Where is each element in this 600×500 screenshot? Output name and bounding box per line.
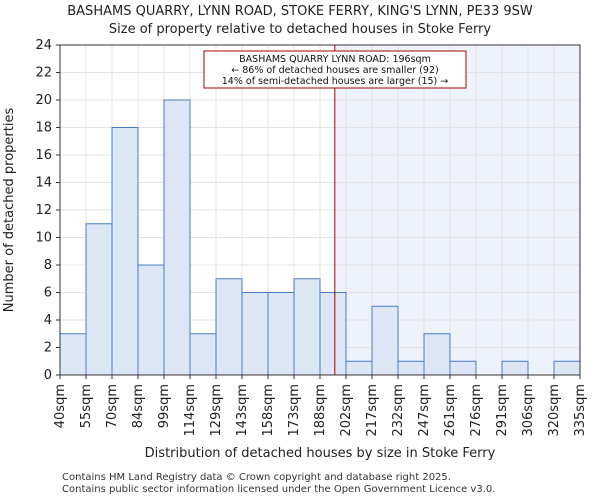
x-tick-label: 306sqm xyxy=(521,384,536,437)
x-tick-label: 291sqm xyxy=(495,384,510,437)
x-tick-label: 55sqm xyxy=(79,384,94,428)
x-tick-label: 247sqm xyxy=(417,384,432,437)
x-tick-label: 276sqm xyxy=(469,384,484,437)
y-tick-label: 0 xyxy=(44,368,52,383)
bar xyxy=(215,278,243,376)
y-tick-label: 18 xyxy=(35,121,52,136)
x-axis-label: Distribution of detached houses by size … xyxy=(145,446,496,461)
y-axis-label: Number of detached properties xyxy=(2,108,17,313)
x-tick-label: 335sqm xyxy=(573,384,588,437)
chart-subtitle: Size of property relative to detached ho… xyxy=(108,22,492,37)
x-tick-label: 232sqm xyxy=(391,384,406,437)
footer-line-2: Contains public sector information licen… xyxy=(62,484,496,495)
y-tick-label: 12 xyxy=(35,203,52,218)
bar xyxy=(345,360,373,376)
x-tick-label: 320sqm xyxy=(547,384,562,437)
bar xyxy=(371,305,399,376)
x-tick-label: 114sqm xyxy=(183,384,198,437)
annotation-line-1: BASHAMS QUARRY LYNN ROAD: 196sqm xyxy=(239,54,431,65)
annotation-line-3: 14% of semi-detached houses are larger (… xyxy=(222,76,449,87)
footer-line-1: Contains HM Land Registry data © Crown c… xyxy=(62,472,451,483)
y-tick-label: 22 xyxy=(35,66,52,81)
x-tick-label: 202sqm xyxy=(339,384,354,437)
bar xyxy=(553,360,581,376)
bar xyxy=(397,360,425,376)
y-tick-label: 10 xyxy=(35,231,52,246)
bar xyxy=(423,333,451,376)
bar xyxy=(449,360,477,376)
bar xyxy=(267,292,295,376)
bar xyxy=(163,99,191,376)
y-tick-label: 8 xyxy=(44,258,52,273)
x-tick-label: 158sqm xyxy=(261,384,276,437)
x-tick-label: 143sqm xyxy=(235,384,250,437)
y-tick-label: 16 xyxy=(35,148,52,163)
bar xyxy=(501,360,529,376)
annotation-line-2: ← 86% of detached houses are smaller (92… xyxy=(231,65,438,76)
x-tick-label: 99sqm xyxy=(157,384,172,428)
bar xyxy=(111,127,139,376)
bar xyxy=(85,223,113,376)
x-tick-label: 84sqm xyxy=(131,384,146,428)
y-tick-label: 24 xyxy=(35,38,52,53)
x-tick-label: 129sqm xyxy=(209,384,224,437)
bar xyxy=(59,333,87,376)
y-tick-label: 4 xyxy=(44,313,52,328)
y-tick-label: 2 xyxy=(44,341,52,356)
y-tick-label: 20 xyxy=(35,93,52,108)
bar xyxy=(189,333,217,376)
bar xyxy=(241,292,269,376)
x-tick-label: 188sqm xyxy=(313,384,328,437)
x-tick-label: 261sqm xyxy=(443,384,458,437)
chart-title: BASHAMS QUARRY, LYNN ROAD, STOKE FERRY, … xyxy=(67,4,533,19)
x-tick-label: 70sqm xyxy=(105,384,120,428)
x-tick-label: 173sqm xyxy=(287,384,302,437)
bar xyxy=(319,292,347,376)
bar xyxy=(137,264,165,376)
annotation-box: BASHAMS QUARRY LYNN ROAD: 196sqm ← 86% o… xyxy=(203,50,467,89)
y-tick-label: 14 xyxy=(35,176,52,191)
x-tick-label: 217sqm xyxy=(365,384,380,437)
x-tick-label: 40sqm xyxy=(53,384,68,428)
y-tick-label: 6 xyxy=(44,286,52,301)
bar xyxy=(293,278,321,376)
